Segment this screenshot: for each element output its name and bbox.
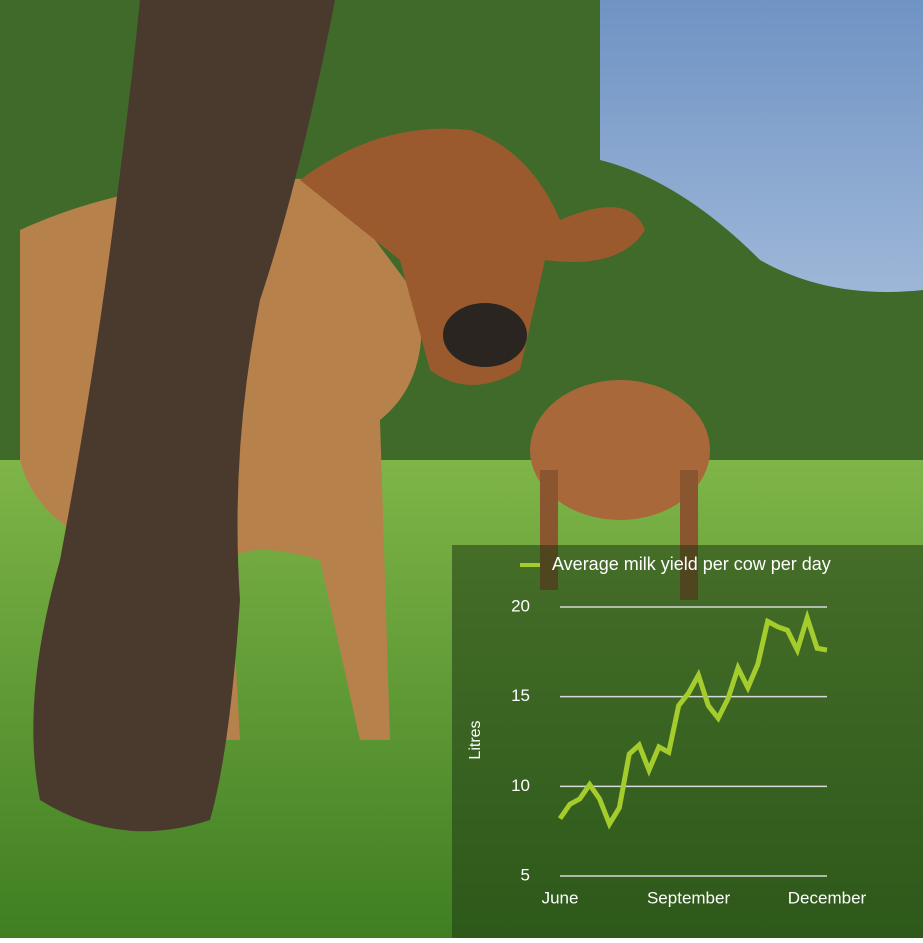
y-tick-label: 20 — [511, 596, 530, 615]
y-tick-label: 15 — [511, 686, 530, 705]
x-tick-label: June — [542, 888, 579, 907]
chart: Litres 5 10 15 20 June September December Avera… — [0, 0, 923, 938]
y-axis-label: Litres — [467, 720, 484, 759]
y-tick-label: 10 — [511, 776, 530, 795]
y-tick-label: 5 — [521, 865, 530, 884]
x-tick-label: December — [788, 888, 867, 907]
legend-label: Average milk yield per cow per day — [552, 554, 831, 574]
x-tick-label: September — [647, 888, 730, 907]
